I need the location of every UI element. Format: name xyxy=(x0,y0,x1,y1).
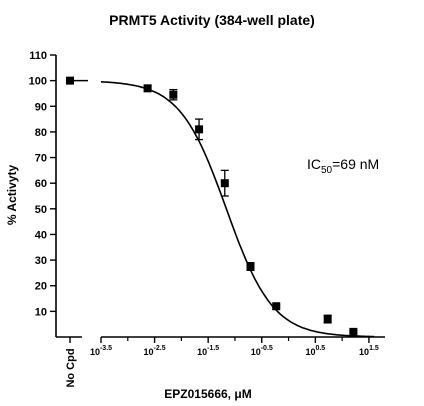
data-point xyxy=(143,84,152,93)
x-tick-label: 101.5 xyxy=(359,345,379,357)
data-point xyxy=(323,315,332,324)
y-tick-label: 90 xyxy=(35,101,47,113)
data-point xyxy=(349,327,358,336)
no-cpd-label: No Cpd xyxy=(65,348,77,387)
y-tick-label: 100 xyxy=(29,76,47,88)
ic50-subscript: 50 xyxy=(321,165,333,176)
x-tick-label: 10-2.5 xyxy=(144,345,166,357)
x-tick-label: 10-0.5 xyxy=(251,345,273,357)
y-tick-label: 50 xyxy=(35,204,47,216)
data-point xyxy=(246,262,255,271)
x-axis: No Cpd 10-3.5 10-2.5 10-1.5 10-0.5 100.5 101.… xyxy=(56,336,385,388)
chart-title: PRMT5 Activity (384-well plate) xyxy=(109,12,315,28)
data-point xyxy=(66,76,74,85)
y-axis-label: % Activyty xyxy=(5,165,19,226)
data-point xyxy=(169,90,178,99)
data-point xyxy=(195,125,204,134)
y-tick-label: 80 xyxy=(35,127,47,139)
x-tick-label: 10-1.5 xyxy=(197,345,219,357)
x-tick-label: 100.5 xyxy=(305,345,325,357)
y-tick-label: 110 xyxy=(29,50,47,62)
y-tick-label: 20 xyxy=(35,281,47,293)
y-tick-label: 30 xyxy=(35,255,47,267)
data-point xyxy=(220,179,229,188)
fit-curve xyxy=(100,81,375,338)
ic50-annotation: IC50=69 nM xyxy=(307,156,379,176)
y-tick-label: 10 xyxy=(35,306,47,318)
x-axis-label: EPZ015666, μM xyxy=(164,387,251,401)
y-tick-label: 70 xyxy=(35,153,47,165)
ic50-value: =69 nM xyxy=(332,156,379,172)
y-axis: 10 20 30 40 50 60 70 80 90 100 110 xyxy=(29,50,57,337)
data-point xyxy=(272,302,281,311)
x-tick-label: 10-3.5 xyxy=(90,345,112,357)
y-tick-label: 40 xyxy=(35,229,47,241)
ic50-prefix: IC xyxy=(307,156,321,172)
y-tick-label: 60 xyxy=(35,178,47,190)
